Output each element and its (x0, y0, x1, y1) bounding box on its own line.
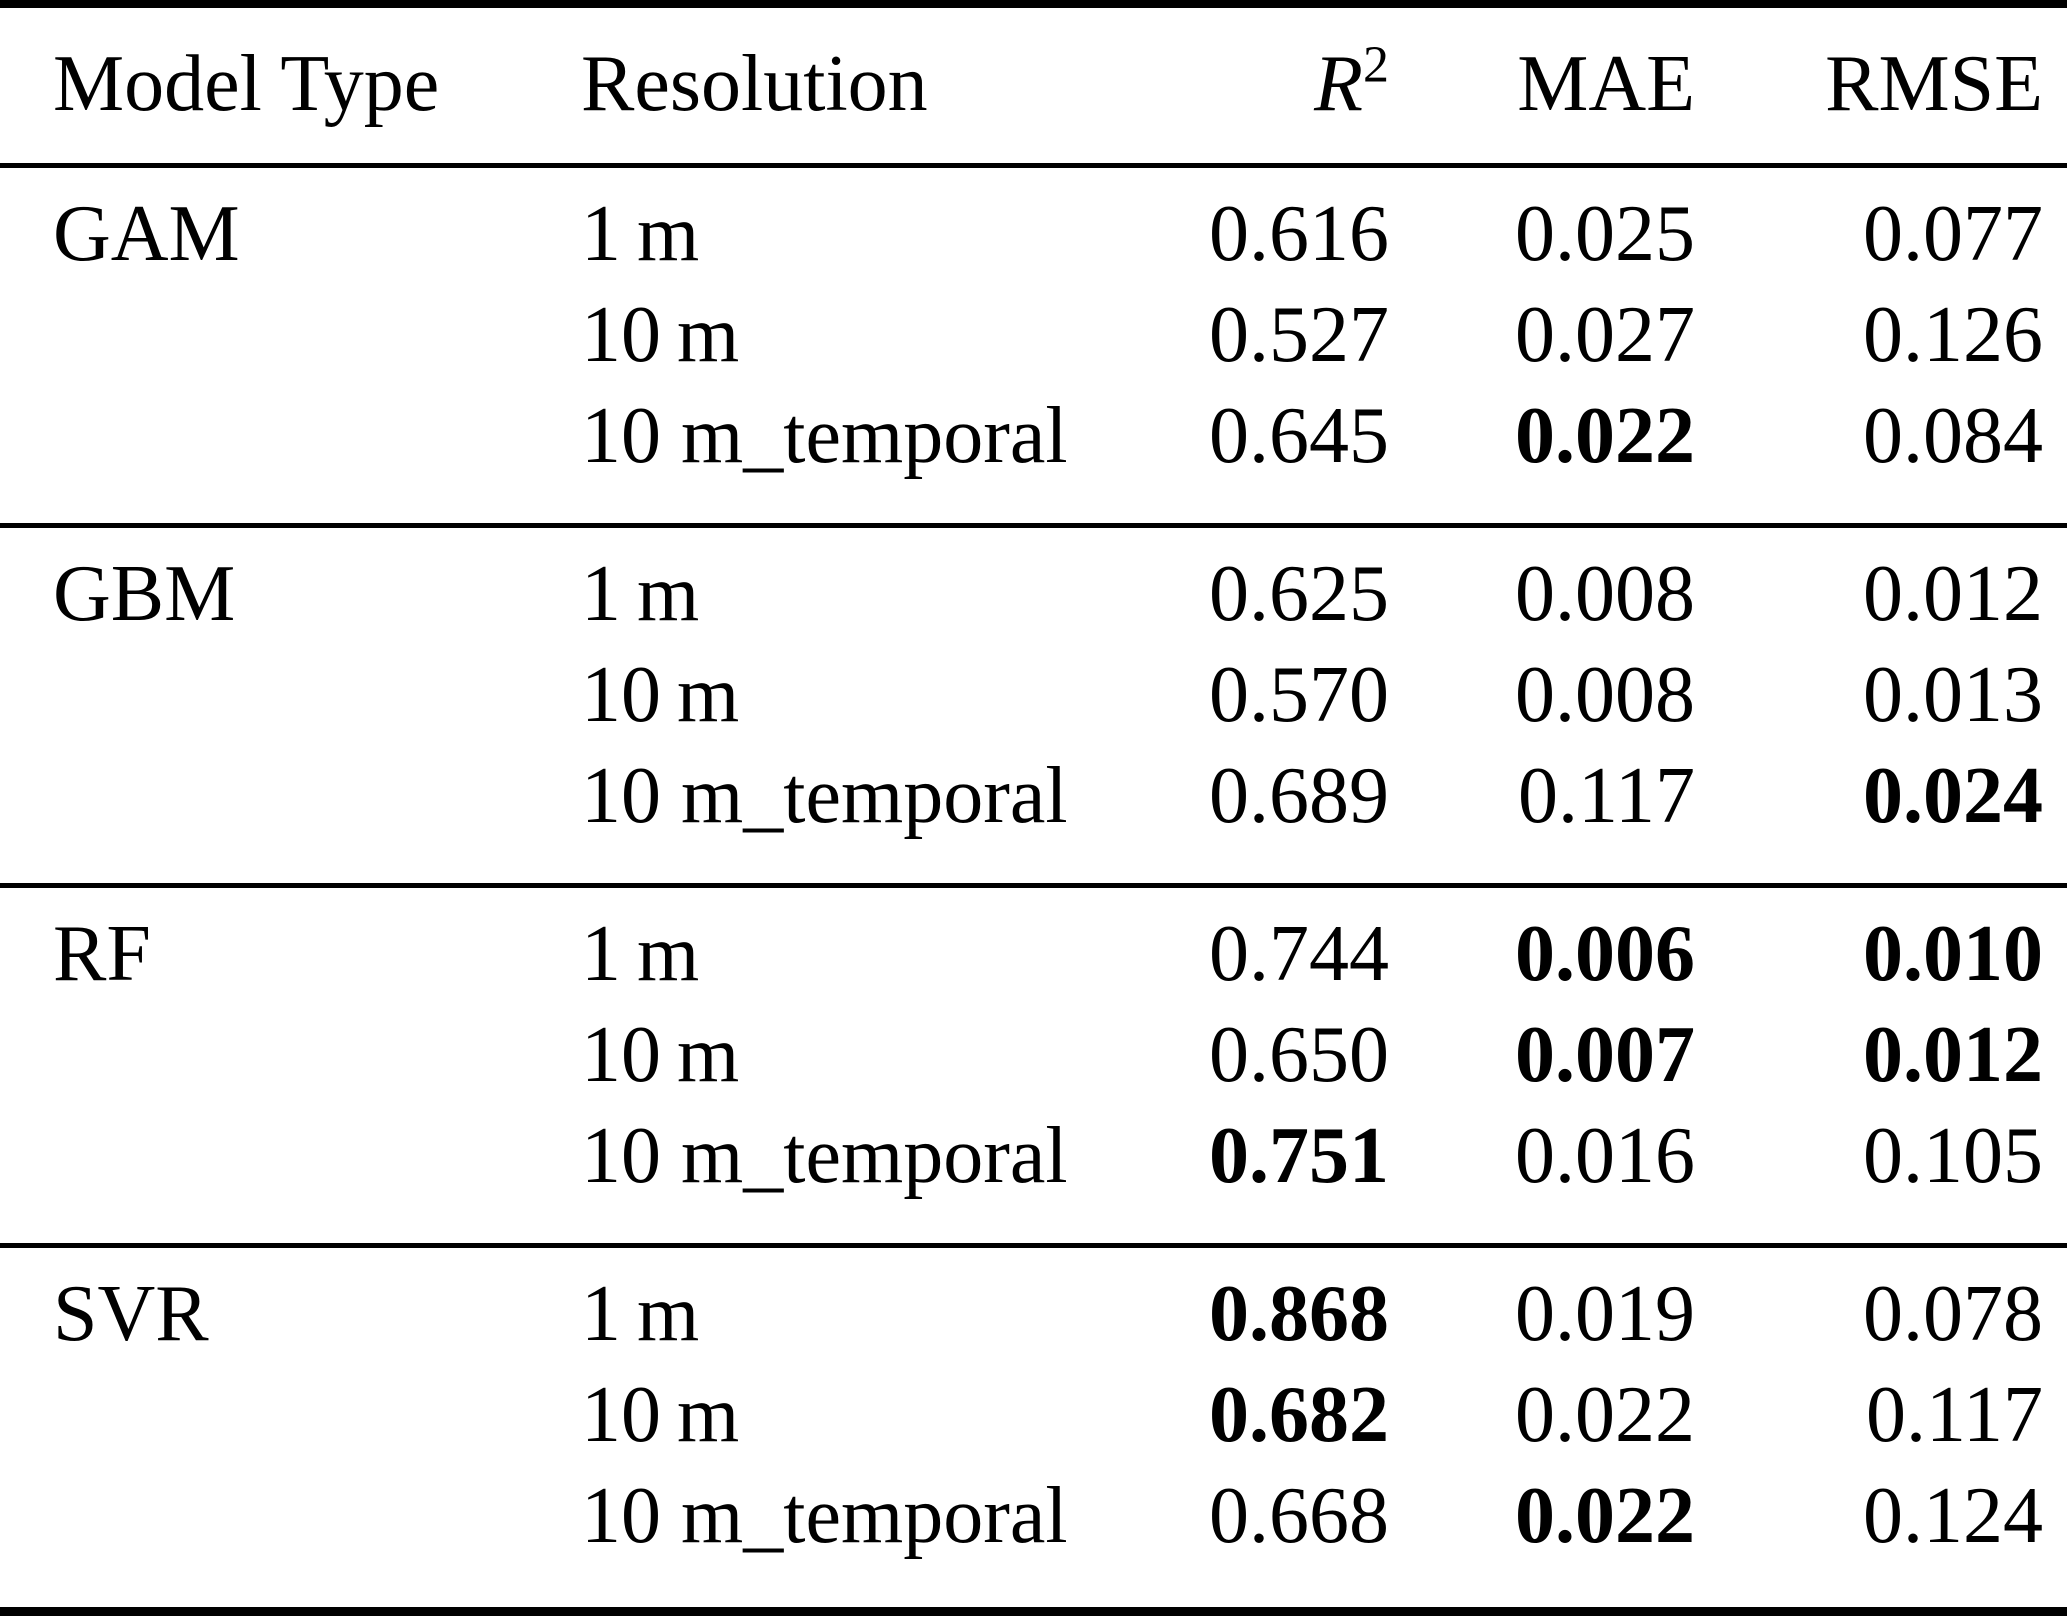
table-row: 10 m_temporal 0.751 0.016 0.105 (0, 1106, 2067, 1248)
table-row: GBM 1 m 0.625 0.008 0.012 (0, 526, 2067, 646)
table-row: GAM 1 m 0.616 0.025 0.077 (0, 166, 2067, 286)
resolution-cell: 10 m_temporal (581, 1472, 1068, 1560)
r2-value: 0.625 (1209, 550, 1389, 638)
model-type-cell (0, 285, 581, 386)
table-row: 10 m_temporal 0.689 0.117 0.024 (0, 746, 2067, 888)
rmse-value: 0.077 (1863, 190, 2043, 278)
mae-value: 0.016 (1389, 1106, 1695, 1248)
rmse-value: 0.105 (1695, 1106, 2067, 1248)
model-type-cell (0, 1005, 581, 1106)
column-header-rmse: RMSE (1695, 4, 2067, 168)
rmse-value: 0.084 (1695, 386, 2067, 528)
r2-value: 0.689 (1100, 746, 1389, 888)
model-type-cell: RF (53, 910, 151, 998)
column-header-resolution: Resolution (581, 4, 1100, 168)
r2-value: 0.616 (1209, 190, 1389, 278)
r2-symbol: R (1314, 40, 1363, 128)
resolution-cell: 10 m_temporal (581, 746, 1100, 888)
table-row: 10 m 0.527 0.027 0.126 (0, 285, 2067, 386)
mae-value: 0.027 (1515, 291, 1695, 379)
resolution-cell: 10 m (581, 651, 740, 739)
resolution-cell: 1 m (581, 1270, 700, 1358)
r2-value: 0.868 (1209, 1270, 1389, 1358)
mae-value: 0.019 (1515, 1270, 1695, 1358)
mae-value: 0.022 (1515, 1472, 1695, 1560)
model-type-cell (0, 1365, 581, 1466)
column-header-r2: R2 (1100, 4, 1389, 168)
table-row: 10 m 0.682 0.022 0.117 (0, 1365, 2067, 1466)
section-gam: GAM 1 m 0.616 0.025 0.077 10 m 0.527 0.0… (0, 166, 2067, 528)
rmse-value: 0.117 (1865, 1371, 2043, 1459)
table-row: 10 m_temporal 0.645 0.022 0.084 (0, 386, 2067, 528)
column-header-mae: MAE (1389, 4, 1695, 168)
r2-value: 0.570 (1209, 651, 1389, 739)
rmse-value: 0.124 (1863, 1472, 2043, 1560)
section-rf: RF 1 m 0.744 0.006 0.010 10 m 0.650 0.00… (0, 886, 2067, 1248)
resolution-cell: 10 m (581, 291, 740, 379)
resolution-cell: 10 m (581, 1011, 740, 1099)
rmse-value: 0.024 (1695, 746, 2067, 888)
rmse-value: 0.012 (1863, 1011, 2043, 1099)
resolution-cell: 1 m (581, 910, 700, 998)
r2-value: 0.751 (1100, 1106, 1389, 1248)
r2-value: 0.645 (1100, 386, 1389, 528)
mae-value: 0.025 (1515, 190, 1695, 278)
r2-value: 0.744 (1209, 910, 1389, 998)
rmse-value: 0.078 (1863, 1270, 2043, 1358)
mae-value: 0.022 (1389, 386, 1695, 528)
resolution-cell: 10 m_temporal (581, 1106, 1100, 1248)
resolution-cell: 10 m (581, 1371, 740, 1459)
mae-value: 0.006 (1515, 910, 1695, 998)
model-type-cell: SVR (53, 1270, 209, 1358)
rmse-value: 0.013 (1863, 651, 2043, 739)
rmse-value: 0.012 (1863, 550, 2043, 638)
table-row: 10 m 0.650 0.007 0.012 (0, 1005, 2067, 1106)
resolution-cell: 1 m (581, 190, 700, 278)
table-row: RF 1 m 0.744 0.006 0.010 (0, 886, 2067, 1006)
mae-value: 0.008 (1515, 651, 1695, 739)
rmse-value: 0.010 (1863, 910, 2043, 998)
model-type-cell: GAM (53, 190, 240, 278)
model-type-cell: GBM (53, 550, 236, 638)
table-header: Model Type Resolution R2 MAE RMSE (0, 4, 2067, 168)
model-type-cell (0, 746, 581, 888)
mae-value: 0.117 (1389, 746, 1695, 888)
resolution-cell: 1 m (581, 550, 700, 638)
r2-superscript: 2 (1363, 36, 1389, 94)
model-type-cell (0, 1106, 581, 1248)
r2-value: 0.650 (1209, 1011, 1389, 1099)
rmse-value: 0.126 (1863, 291, 2043, 379)
mae-value: 0.022 (1515, 1371, 1695, 1459)
mae-value: 0.007 (1515, 1011, 1695, 1099)
table-row: SVR 1 m 0.868 0.019 0.078 (0, 1246, 2067, 1366)
header-row: Model Type Resolution R2 MAE RMSE (0, 4, 2067, 168)
table-row: 10 m 0.570 0.008 0.013 (0, 645, 2067, 746)
column-header-model-type: Model Type (0, 4, 581, 168)
section-gbm: GBM 1 m 0.625 0.008 0.012 10 m 0.570 0.0… (0, 526, 2067, 888)
resolution-cell: 10 m_temporal (581, 386, 1100, 528)
r2-value: 0.668 (1209, 1472, 1389, 1560)
model-type-cell (0, 645, 581, 746)
mae-value: 0.008 (1515, 550, 1695, 638)
r2-value: 0.527 (1209, 291, 1389, 379)
section-svr: SVR 1 m 0.868 0.019 0.078 10 m 0.682 0.0… (0, 1246, 2067, 1612)
model-type-cell (0, 386, 581, 528)
table-row: 10 m_temporal 0.668 0.022 0.124 (0, 1466, 2067, 1612)
r2-value: 0.682 (1209, 1371, 1389, 1459)
model-type-cell (0, 1466, 581, 1612)
